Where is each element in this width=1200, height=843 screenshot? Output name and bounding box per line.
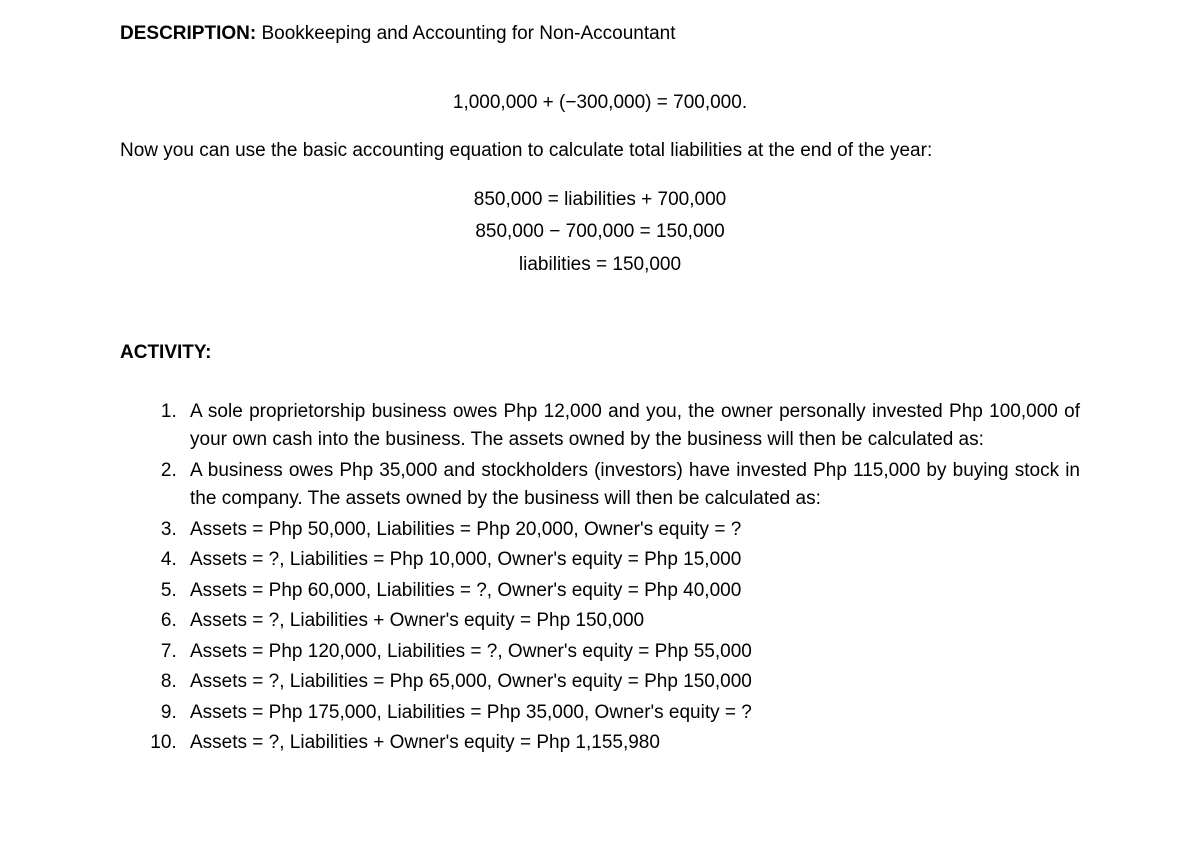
description-line: DESCRIPTION: Bookkeeping and Accounting …	[120, 20, 1080, 49]
activity-item: A business owes Php 35,000 and stockhold…	[182, 457, 1080, 514]
activity-item: Assets = ?, Liabilities + Owner's equity…	[182, 729, 1080, 758]
equation-centered: 1,000,000 + (−300,000) = 700,000.	[120, 89, 1080, 118]
activity-item: Assets = ?, Liabilities = Php 65,000, Ow…	[182, 668, 1080, 697]
equations-block: 850,000 = liabilities + 700,000 850,000 …	[120, 186, 1080, 280]
explanatory-paragraph: Now you can use the basic accounting equ…	[120, 137, 1080, 166]
activity-heading: ACTIVITY:	[120, 339, 1080, 368]
activity-item: A sole proprietorship business owes Php …	[182, 398, 1080, 455]
description-label: DESCRIPTION:	[120, 23, 256, 44]
activity-item: Assets = ?, Liabilities + Owner's equity…	[182, 607, 1080, 636]
equation-line-3: liabilities = 150,000	[120, 251, 1080, 280]
description-text: Bookkeeping and Accounting for Non-Accou…	[261, 23, 675, 44]
activity-item: Assets = ?, Liabilities = Php 10,000, Ow…	[182, 546, 1080, 575]
equation-line-1: 850,000 = liabilities + 700,000	[120, 186, 1080, 215]
activity-item: Assets = Php 175,000, Liabilities = Php …	[182, 699, 1080, 728]
activity-item: Assets = Php 120,000, Liabilities = ?, O…	[182, 638, 1080, 667]
activity-item: Assets = Php 50,000, Liabilities = Php 2…	[182, 516, 1080, 545]
equation-line-2: 850,000 − 700,000 = 150,000	[120, 218, 1080, 247]
activity-list: A sole proprietorship business owes Php …	[120, 398, 1080, 758]
activity-item: Assets = Php 60,000, Liabilities = ?, Ow…	[182, 577, 1080, 606]
